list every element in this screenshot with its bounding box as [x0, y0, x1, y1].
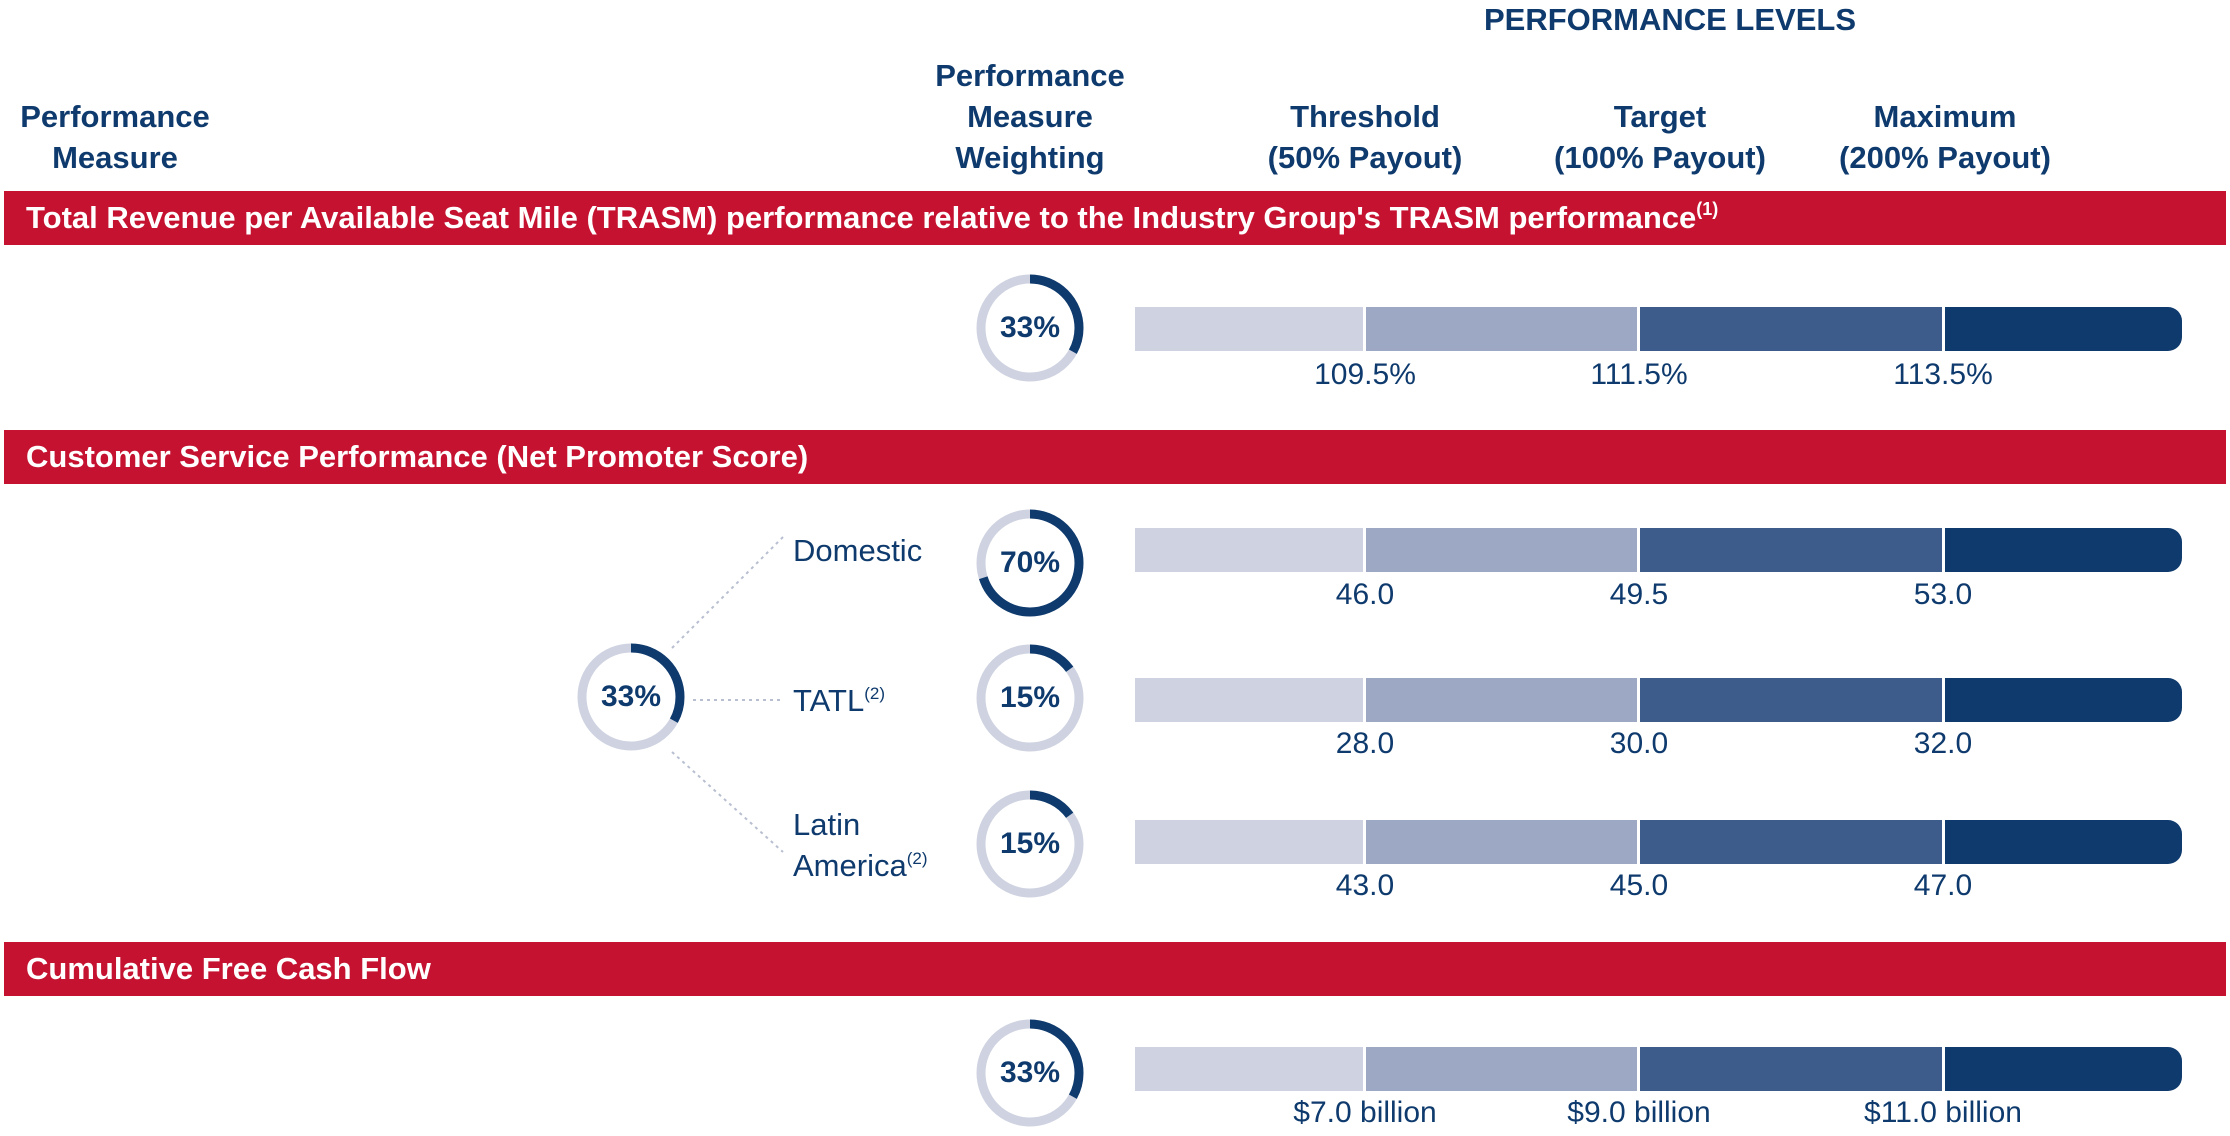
nps-latin-america-weight-ring: 15% [974, 788, 1086, 900]
nps-tatl-footnote-marker: (2) [864, 684, 885, 703]
maximum-heading: Maximum (200% Payout) [1800, 96, 2090, 178]
bar-segment-above-maximum [1945, 528, 2182, 572]
target-heading-line-2: (100% Payout) [1554, 140, 1766, 175]
weight-ring-fill-arc [976, 1019, 1084, 1127]
nps-latin-america-maximum-value: 47.0 [1913, 869, 1973, 902]
trasm-threshold-value: 109.5% [1314, 358, 1416, 391]
weight-ring-fill-arc [976, 509, 1084, 617]
trasm-section-band: Total Revenue per Available Seat Mile (T… [4, 191, 2226, 245]
fcf-maximum-value: $11.0 billion [1864, 1096, 2022, 1129]
nps-tatl-name: TATL [793, 683, 865, 718]
trasm-footnote-marker: (1) [1696, 199, 1719, 219]
nps-domestic-maximum-value: 53.0 [1913, 578, 1973, 611]
weight-ring-fill-arc [976, 644, 1084, 752]
nps-latin-america-target-value: 45.0 [1609, 869, 1669, 902]
nps-tatl-target-value: 30.0 [1609, 727, 1669, 760]
threshold-heading-line-2: (50% Payout) [1267, 140, 1463, 175]
maximum-heading-line-2: (200% Payout) [1839, 140, 2051, 175]
bar-segment-target-to-maximum [1640, 307, 1942, 351]
nps-tatl-weight-label: 15% [999, 681, 1061, 714]
measure-heading-line-1: Performance [20, 99, 210, 134]
nps-section-band: Customer Service Performance (Net Promot… [4, 430, 2226, 484]
fcf-weight-ring: 33% [974, 1017, 1086, 1129]
weighting-heading: Performance Measure Weighting [900, 55, 1160, 178]
weight-ring-fill-arc [976, 790, 1084, 898]
bar-segment-below-threshold [1135, 678, 1363, 722]
bar-segment-above-maximum [1945, 307, 2182, 351]
weight-ring-fill-arc [976, 274, 1084, 382]
nps-latin-america-footnote-marker: (2) [906, 849, 928, 868]
bar-segment-threshold-to-target [1366, 307, 1637, 351]
target-heading-line-1: Target [1613, 99, 1707, 134]
bar-segment-target-to-maximum [1640, 820, 1942, 864]
weight-ring-graphic [976, 790, 1084, 898]
bar-segment-below-threshold [1135, 1047, 1363, 1091]
nps-tatl-performance-bar [1135, 678, 2182, 722]
fcf-section-title: Cumulative Free Cash Flow [26, 951, 431, 986]
nps-latin-america-line-1: Latin [793, 807, 861, 842]
bar-segment-threshold-to-target [1366, 528, 1637, 572]
bar-segment-above-maximum [1945, 678, 2182, 722]
weight-ring-graphic [976, 509, 1084, 617]
weight-ring-graphic [976, 1019, 1084, 1127]
bar-segment-target-to-maximum [1640, 1047, 1942, 1091]
nps-latin-america-label: Latin America(2) [793, 804, 927, 886]
trasm-performance-bar [1135, 307, 2182, 351]
nps-domestic-performance-bar [1135, 528, 2182, 572]
nps-latin-america-weight-label: 15% [999, 827, 1061, 860]
bar-segment-above-maximum [1945, 1047, 2182, 1091]
target-heading: Target (100% Payout) [1515, 96, 1805, 178]
weight-ring-graphic [976, 274, 1084, 382]
nps-domestic-name: Domestic [793, 533, 923, 568]
bar-segment-target-to-maximum [1640, 528, 1942, 572]
fcf-weight-label: 33% [999, 1056, 1061, 1089]
fcf-threshold-value: $7.0 billion [1293, 1096, 1437, 1129]
threshold-heading: Threshold (50% Payout) [1230, 96, 1500, 178]
bar-segment-below-threshold [1135, 307, 1363, 351]
weighting-heading-line-2: Measure [967, 99, 1093, 134]
performance-measure-heading: Performance Measure [10, 96, 220, 178]
nps-latin-america-line-2: America [793, 848, 907, 883]
fcf-section-band: Cumulative Free Cash Flow [4, 942, 2226, 996]
bar-segment-target-to-maximum [1640, 678, 1942, 722]
trasm-weight-label: 33% [999, 311, 1061, 344]
bar-segment-threshold-to-target [1366, 678, 1637, 722]
nps-domestic-weight-label: 70% [999, 546, 1061, 579]
nps-tatl-maximum-value: 32.0 [1913, 727, 1973, 760]
weight-ring-fill-arc [577, 643, 685, 751]
trasm-weight-ring: 33% [974, 272, 1086, 384]
weighting-heading-line-1: Performance [935, 58, 1125, 93]
weight-ring-graphic [577, 643, 685, 751]
bar-segment-below-threshold [1135, 820, 1363, 864]
performance-levels-heading: PERFORMANCE LEVELS [1483, 2, 1857, 37]
bar-segment-threshold-to-target [1366, 1047, 1637, 1091]
trasm-section-title: Total Revenue per Available Seat Mile (T… [26, 200, 1697, 235]
nps-domestic-weight-ring: 70% [974, 507, 1086, 619]
bar-segment-below-threshold [1135, 528, 1363, 572]
nps-domestic-label: Domestic [793, 530, 922, 571]
fcf-target-value: $9.0 billion [1567, 1096, 1711, 1129]
maximum-heading-line-1: Maximum [1873, 99, 2017, 134]
nps-tatl-label: TATL(2) [793, 680, 885, 721]
fcf-performance-bar [1135, 1047, 2182, 1091]
nps-tatl-weight-ring: 15% [974, 642, 1086, 754]
nps-domestic-target-value: 49.5 [1609, 578, 1669, 611]
weighting-heading-line-3: Weighting [955, 140, 1105, 175]
weight-ring-graphic [976, 644, 1084, 752]
nps-overall-weight-ring: 33% [575, 641, 687, 753]
nps-domestic-threshold-value: 46.0 [1335, 578, 1395, 611]
threshold-heading-line-1: Threshold [1290, 99, 1440, 134]
nps-latin-america-performance-bar [1135, 820, 2182, 864]
bar-segment-above-maximum [1945, 820, 2182, 864]
nps-section-title: Customer Service Performance (Net Promot… [26, 439, 809, 474]
nps-tatl-threshold-value: 28.0 [1335, 727, 1395, 760]
measure-heading-line-2: Measure [52, 140, 178, 175]
bar-segment-threshold-to-target [1366, 820, 1637, 864]
nps-overall-weight-label: 33% [600, 680, 662, 713]
nps-latin-america-threshold-value: 43.0 [1335, 869, 1395, 902]
trasm-target-value: 111.5% [1590, 358, 1688, 391]
trasm-maximum-value: 113.5% [1893, 358, 1993, 391]
